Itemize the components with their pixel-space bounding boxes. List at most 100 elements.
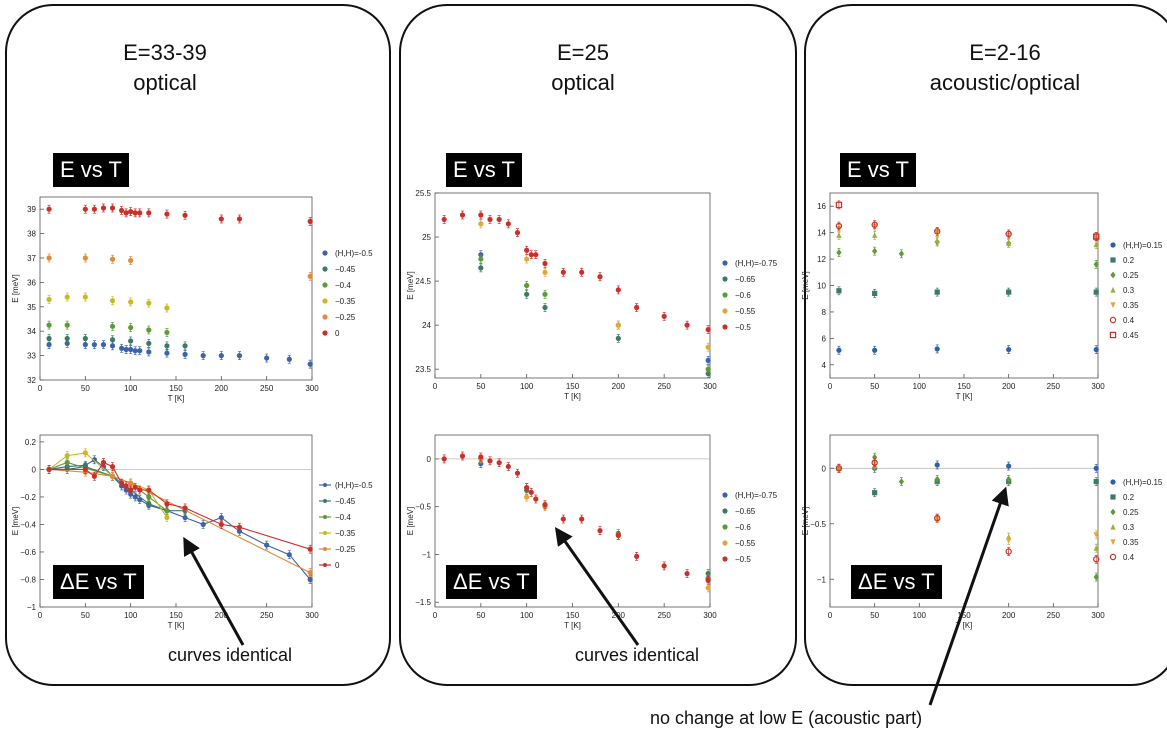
tag-delta-e-vs-t: ΔE vs T [851,565,942,599]
legend-label: −0.35 [335,529,356,538]
legend-label: −0.55 [735,539,756,548]
data-point [307,273,313,279]
legend-label: −0.6 [735,523,751,532]
data-point [218,521,224,528]
data-point [528,252,534,258]
data-point [836,288,842,294]
x-tick-label: 300 [1091,611,1105,620]
data-point [132,210,138,216]
y-tick-label: −1 [27,603,37,612]
data-point [119,480,125,486]
data-point [64,453,70,459]
data-point [634,304,640,311]
data-point [123,210,129,216]
data-point [705,585,711,591]
y-tick-label: 23.5 [415,365,431,374]
data-point [872,232,878,238]
y-tick-label: 8 [822,308,827,317]
series [46,320,170,337]
data-point [100,459,107,466]
data-point [835,465,843,472]
x-tick-label: 150 [169,611,183,620]
data-point [872,290,878,297]
data-point [164,508,170,514]
x-tick-label: 200 [215,611,229,620]
data-point [615,532,621,538]
x-tick-label: 100 [520,382,534,391]
x-tick-label: 0 [433,382,438,391]
data-point [132,348,138,354]
y-tick-label: 34 [27,327,36,336]
data-point [705,370,711,377]
data-point [119,207,125,214]
series-line [49,461,311,550]
legend-label: −0.4 [335,281,351,290]
data-point [64,322,70,328]
x-axis-label: T [K] [956,392,973,401]
legend-marker [323,547,327,551]
x-tick-label: 0 [828,382,833,391]
data-point [872,490,878,496]
data-point [441,456,447,462]
legend-label: −0.65 [735,507,756,516]
data-point [91,342,97,348]
data-point [128,209,134,215]
legend-marker [1110,257,1116,263]
legend-marker [1110,302,1116,309]
data-point [307,576,313,583]
y-tick-label: 0 [32,465,37,474]
legend-marker [323,563,327,567]
data-point [542,291,548,297]
data-point [146,487,152,493]
data-point [835,201,843,209]
data-point [1093,241,1099,248]
data-point [1093,465,1099,471]
data-point [524,291,530,297]
data-point [307,218,313,224]
data-point [164,343,170,349]
data-point [533,252,539,258]
y-tick-label: 0 [822,464,827,473]
y-tick-label: −0.5 [810,520,826,529]
x-axis-label: T [K] [168,394,185,403]
data-point [872,347,878,353]
x-axis-label: T [K] [564,392,581,401]
data-point [542,502,548,508]
y-tick-label: 35 [27,303,36,312]
data-point [128,324,134,331]
data-point [836,347,842,353]
x-axis-label: T [K] [168,621,185,630]
data-point [286,552,292,558]
data-point [514,230,521,236]
data-point [705,357,711,363]
y-tick-label: −1 [422,550,432,559]
data-point [109,256,116,262]
data-point [123,483,129,489]
data-point [934,462,940,468]
y-axis-label: E [meV] [11,274,20,302]
data-point [109,343,116,349]
data-point [82,466,88,472]
x-tick-label: 300 [703,611,717,620]
x-tick-label: 50 [476,382,485,391]
data-point [164,350,170,356]
data-point [236,216,243,222]
data-point [164,305,170,311]
y-tick-label: −0.6 [20,548,36,557]
legend-marker [1110,523,1116,530]
data-point [542,269,548,275]
data-point [137,348,143,354]
data-point [597,527,603,534]
x-tick-label: 50 [476,611,485,620]
data-point [459,453,466,459]
data-point [528,489,534,495]
legend-label: 0.4 [1123,316,1135,325]
data-point [487,216,493,223]
data-point [64,294,70,300]
data-point [705,344,711,350]
data-point [579,516,585,522]
data-point [109,473,116,479]
x-tick-label: 300 [703,382,717,391]
x-tick-label: 100 [913,611,927,620]
